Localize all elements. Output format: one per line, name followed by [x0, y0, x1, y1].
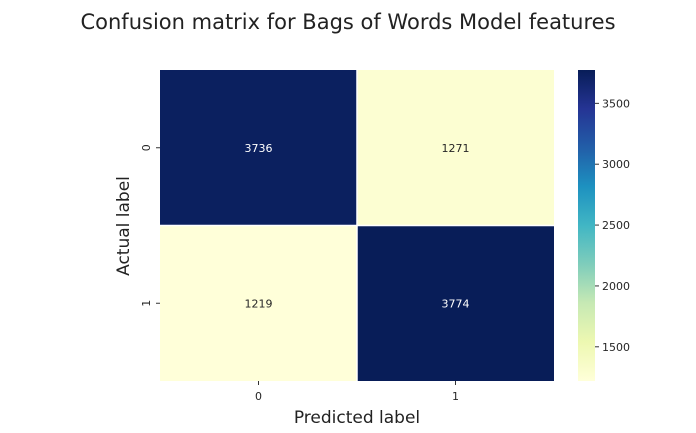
y-axis-ticks: 01 — [140, 144, 160, 307]
colorbar-tick-label: 3000 — [602, 158, 630, 171]
heatmap-cell-labels: 3736 1271 1219 3774 — [245, 142, 470, 311]
heatmap-cell-r0-c0 — [160, 70, 357, 226]
chart-title: Confusion matrix for Bags of Words Model… — [80, 10, 616, 34]
cell-value-label: 3774 — [442, 297, 470, 310]
heatmap-cell-r1-c0 — [160, 225, 357, 381]
colorbar-tick-label: 2500 — [602, 219, 630, 232]
heatmap-cell-r1-c1 — [357, 225, 554, 381]
colorbar-ticks: 1500 2000 2500 3000 3500 — [595, 97, 630, 354]
colorbar-tick-label: 1500 — [602, 341, 630, 354]
heatmap-cell-r0-c1 — [357, 70, 554, 226]
colorbar — [578, 70, 595, 381]
cell-value-label: 3736 — [245, 142, 273, 155]
colorbar-tick-label: 3500 — [602, 97, 630, 110]
x-axis-label: Predicted label — [294, 408, 420, 428]
colorbar-tick-label: 2000 — [602, 280, 630, 293]
x-tick-label: 0 — [255, 390, 262, 403]
cell-value-label: 1219 — [245, 297, 273, 310]
heatmap-cells — [160, 70, 554, 381]
y-tick-label: 1 — [140, 300, 153, 307]
y-axis-label: Actual label — [114, 176, 134, 276]
x-tick-label: 1 — [452, 390, 459, 403]
cell-value-label: 1271 — [442, 142, 470, 155]
y-tick-label: 0 — [140, 144, 153, 151]
